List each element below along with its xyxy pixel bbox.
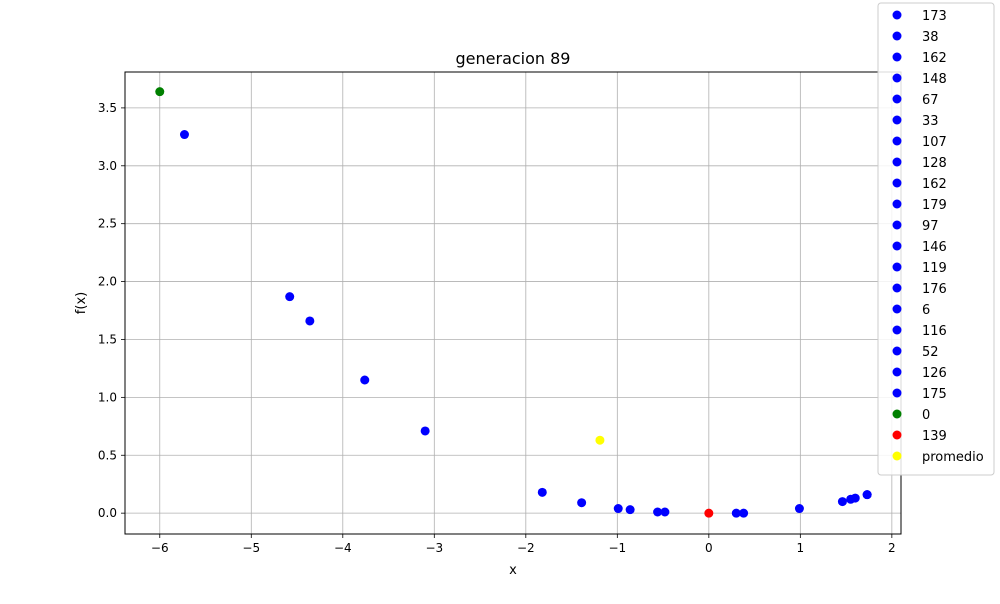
legend-marker: [892, 241, 902, 251]
legend-marker: [892, 136, 902, 146]
legend-label: promedio: [922, 450, 984, 465]
data-point-promedio: [595, 435, 605, 445]
data-point-67: [420, 426, 430, 436]
x-tick-label: −3: [425, 541, 443, 555]
data-point-175: [862, 490, 872, 500]
y-tick-label: 3.0: [98, 159, 117, 173]
legend-label: 97: [922, 219, 939, 234]
data-point-52: [850, 493, 860, 503]
legend-label: 146: [922, 240, 947, 255]
legend-marker: [892, 31, 902, 41]
legend-marker: [892, 283, 902, 293]
legend-label: 175: [922, 387, 947, 402]
x-axis-label: x: [509, 563, 517, 578]
x-tick-label: −1: [608, 541, 626, 555]
legend-marker: [892, 157, 902, 167]
legend-label: 148: [922, 72, 947, 87]
legend-marker: [892, 115, 902, 125]
x-tick-label: −2: [517, 541, 535, 555]
legend-label: 52: [922, 345, 939, 360]
y-axis-label: f(x): [74, 292, 89, 314]
x-tick-label: −4: [334, 541, 352, 555]
y-tick-label: 2.0: [98, 275, 117, 289]
legend-label: 139: [922, 429, 947, 444]
legend-label: 173: [922, 9, 947, 24]
data-point-162: [625, 505, 635, 515]
legend-label: 179: [922, 198, 947, 213]
legend-marker: [892, 367, 902, 377]
legend-marker: [892, 451, 902, 461]
data-point-0: [155, 87, 165, 97]
legend-marker: [892, 52, 902, 62]
data-point-173: [179, 130, 189, 140]
legend-label: 162: [922, 51, 947, 66]
legend-marker: [892, 346, 902, 356]
y-tick-label: 3.5: [98, 101, 117, 115]
legend-label: 162: [922, 177, 947, 192]
x-tick-label: 1: [797, 541, 805, 555]
legend-marker: [892, 220, 902, 230]
legend-label: 126: [922, 366, 947, 381]
data-point-176: [794, 504, 804, 514]
axis-ticks: −6 −5 −4 −3 −2 −1 0 1 2 0.0 0.5 1.0 1.5 2.0 2.5 3.0 3.5: [98, 101, 896, 555]
x-tick-label: −5: [242, 541, 260, 555]
legend-label: 38: [922, 30, 939, 45]
y-tick-label: 1.0: [98, 390, 117, 404]
legend-marker: [892, 262, 902, 272]
legend-label: 107: [922, 135, 947, 150]
y-tick-label: 2.5: [98, 217, 117, 231]
data-points: [155, 87, 872, 518]
legend-marker: [892, 73, 902, 83]
legend: 173 38 162 148 67 33 107 128 162 179 97 146 119 176 6 1…: [877, 2, 995, 476]
legend-label: 33: [922, 114, 939, 129]
x-tick-label: −6: [151, 541, 169, 555]
data-point-146: [731, 508, 741, 518]
legend-label: 0: [922, 408, 930, 423]
data-point-119: [739, 508, 749, 518]
y-tick-label: 1.5: [98, 332, 117, 346]
legend-label: 128: [922, 156, 947, 171]
y-tick-label: 0.0: [98, 506, 117, 520]
legend-label: 116: [922, 324, 947, 339]
legend-marker: [892, 178, 902, 188]
legend-marker: [892, 199, 902, 209]
data-point-33: [537, 487, 547, 497]
grid: [125, 72, 901, 534]
data-point-162: [305, 316, 315, 326]
chart-title: generacion 89: [456, 49, 571, 68]
legend-marker: [892, 304, 902, 314]
y-tick-label: 0.5: [98, 448, 117, 462]
legend-label: 6: [922, 303, 930, 318]
legend-marker: [892, 10, 902, 20]
data-point-38: [285, 292, 295, 302]
legend-label: 67: [922, 93, 939, 108]
legend-marker: [892, 94, 902, 104]
x-tick-label: 2: [888, 541, 896, 555]
legend-label: 119: [922, 261, 947, 276]
legend-marker: [892, 388, 902, 398]
data-point-6: [837, 497, 847, 507]
legend-box: [877, 2, 995, 476]
data-point-179: [653, 507, 663, 517]
data-point-139: [704, 508, 714, 518]
legend-marker: [892, 430, 902, 440]
data-point-107: [577, 498, 587, 508]
x-tick-label: 0: [705, 541, 713, 555]
legend-marker: [892, 409, 902, 419]
legend-label: 176: [922, 282, 947, 297]
legend-marker: [892, 325, 902, 335]
data-point-128: [613, 504, 623, 514]
data-point-97: [660, 507, 670, 517]
data-point-148: [360, 375, 370, 385]
